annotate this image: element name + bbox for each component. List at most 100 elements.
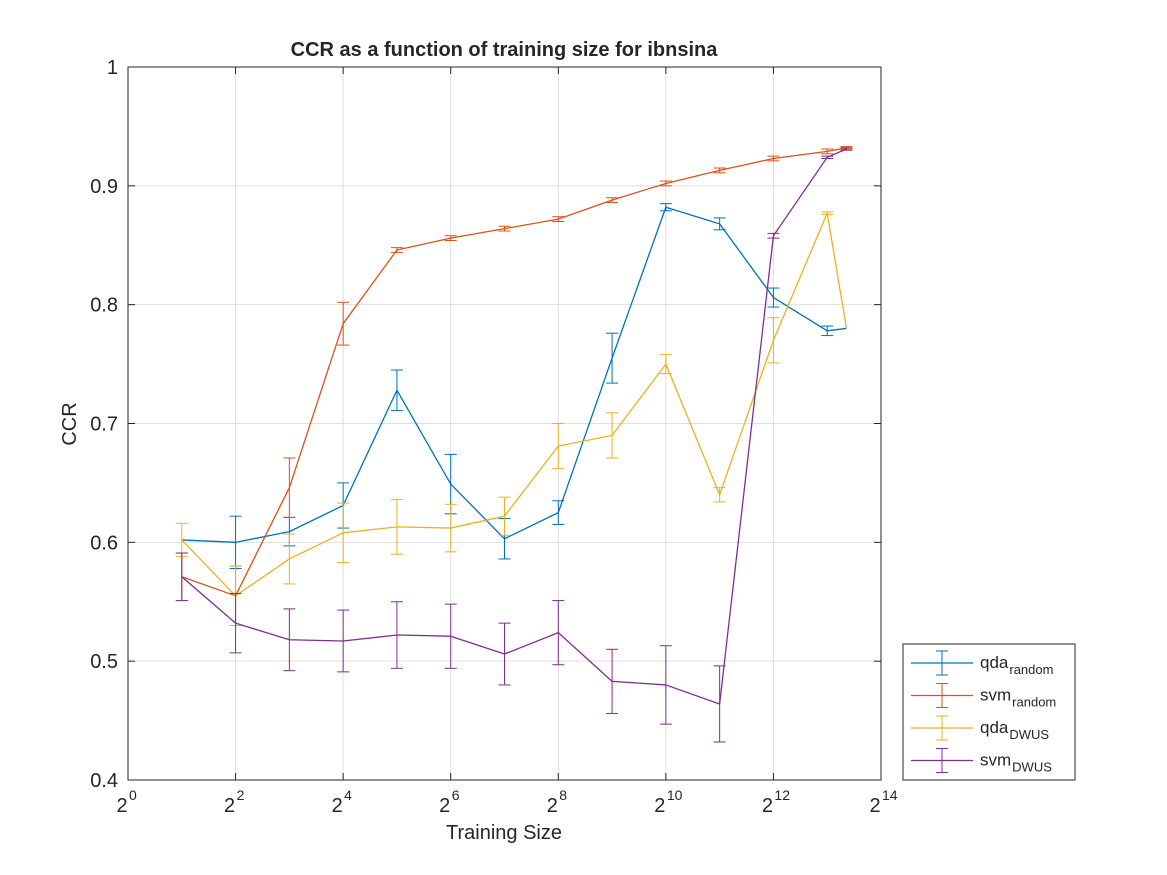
error-bar — [444, 235, 457, 241]
error-bar — [175, 552, 188, 602]
error-bar — [659, 203, 672, 212]
series-layer — [175, 146, 853, 743]
series-qda-dwus-line — [181, 212, 848, 597]
x-tick-exponent: 2 — [237, 787, 245, 803]
x-tick-base: 2 — [332, 795, 343, 817]
error-bar — [229, 592, 242, 654]
error-bar — [337, 502, 350, 564]
error-bar — [390, 499, 403, 555]
legend-item: qda random — [911, 650, 1053, 677]
error-bar — [498, 225, 511, 232]
legend-box — [902, 643, 1076, 781]
error-bar — [606, 648, 619, 714]
error-bar — [606, 332, 619, 384]
x-tick-base: 2 — [439, 795, 450, 817]
error-bar — [498, 496, 511, 536]
y-tick-label: 0.8 — [90, 295, 118, 317]
legend-series-subscript: random — [1012, 695, 1056, 710]
error-bar — [659, 645, 672, 725]
error-bar — [713, 167, 726, 174]
x-tick-base: 2 — [547, 795, 558, 817]
series-qda-dwus — [175, 211, 848, 627]
x-tick-base: 2 — [224, 795, 235, 817]
legend-item: svm DWUS — [911, 748, 1052, 775]
error-bar — [498, 622, 511, 686]
x-tick-exponent: 12 — [774, 787, 790, 803]
legend-item: qda DWUS — [911, 715, 1049, 742]
axes: 2 0 2 2 2 4 2 6 2 8 2 10 2 12 2 140.40.50.60.70.80.91 — [90, 57, 898, 817]
error-bar — [337, 301, 350, 346]
x-tick-exponent: 8 — [559, 787, 567, 803]
error-bar — [767, 317, 780, 364]
legend-series-name: qda — [980, 653, 1009, 672]
error-bar — [444, 603, 457, 669]
error-bar — [606, 412, 619, 459]
error-bar — [606, 197, 619, 203]
y-tick-label: 0.9 — [90, 176, 118, 198]
error-bar — [283, 533, 296, 585]
x-tick-base: 2 — [654, 795, 665, 817]
error-bar — [821, 155, 834, 160]
x-tick-exponent: 6 — [452, 787, 460, 803]
error-bar — [767, 155, 780, 162]
y-tick-label: 0.4 — [90, 770, 118, 792]
error-bar — [659, 180, 672, 187]
error-bar — [283, 608, 296, 672]
y-tick-label: 0.7 — [90, 414, 118, 436]
x-tick-base: 2 — [869, 795, 880, 817]
legend-series-name: svm — [980, 751, 1011, 770]
legend-series-subscript: random — [1009, 662, 1053, 677]
y-tick-label: 0.6 — [90, 532, 118, 554]
x-tick-exponent: 10 — [667, 787, 683, 803]
error-bar — [390, 247, 403, 253]
error-bar — [337, 609, 350, 673]
error-bar — [713, 487, 726, 503]
series-qda-random-line — [181, 206, 847, 543]
error-bar — [390, 369, 403, 411]
y-axis-label: CCR — [59, 402, 81, 445]
error-bar — [767, 232, 780, 239]
error-bar — [552, 600, 565, 666]
x-tick-label: 2 14 — [869, 787, 897, 817]
x-tick-label: 2 10 — [654, 787, 682, 817]
error-bar — [552, 216, 565, 222]
x-tick-base: 2 — [762, 795, 773, 817]
chart-title: CCR as a function of training size for i… — [291, 39, 719, 61]
legend-item: svm random — [911, 683, 1056, 710]
series-svm-random-line — [181, 147, 847, 597]
x-tick-label: 2 12 — [762, 787, 790, 817]
legend-series-name: svm — [980, 686, 1011, 705]
x-tick-base: 2 — [116, 795, 127, 817]
legend-series-subscript: DWUS — [1009, 727, 1049, 742]
error-bar — [659, 354, 672, 375]
error-bar — [444, 503, 457, 553]
series-svm-dwus — [175, 147, 853, 743]
error-bar — [821, 211, 834, 215]
x-tick-exponent: 4 — [344, 787, 352, 803]
error-bar — [552, 423, 565, 470]
error-bar — [552, 500, 565, 526]
legend-series-subscript: DWUS — [1012, 760, 1052, 775]
x-tick-exponent: 14 — [882, 787, 898, 803]
legend-series-name: qda — [980, 718, 1009, 737]
series-svm-dwus-line — [181, 148, 847, 705]
error-bar — [767, 287, 780, 308]
x-tick-exponent: 0 — [129, 787, 137, 803]
error-bar — [821, 325, 834, 337]
error-bar — [713, 665, 726, 743]
error-bar — [713, 217, 726, 231]
y-tick-label: 1 — [107, 57, 118, 79]
error-bar — [283, 457, 296, 518]
error-bar — [840, 147, 853, 151]
y-tick-label: 0.5 — [90, 651, 118, 673]
error-bar — [821, 148, 834, 155]
x-axis-label: Training Size — [446, 822, 562, 844]
error-bar — [390, 601, 403, 669]
